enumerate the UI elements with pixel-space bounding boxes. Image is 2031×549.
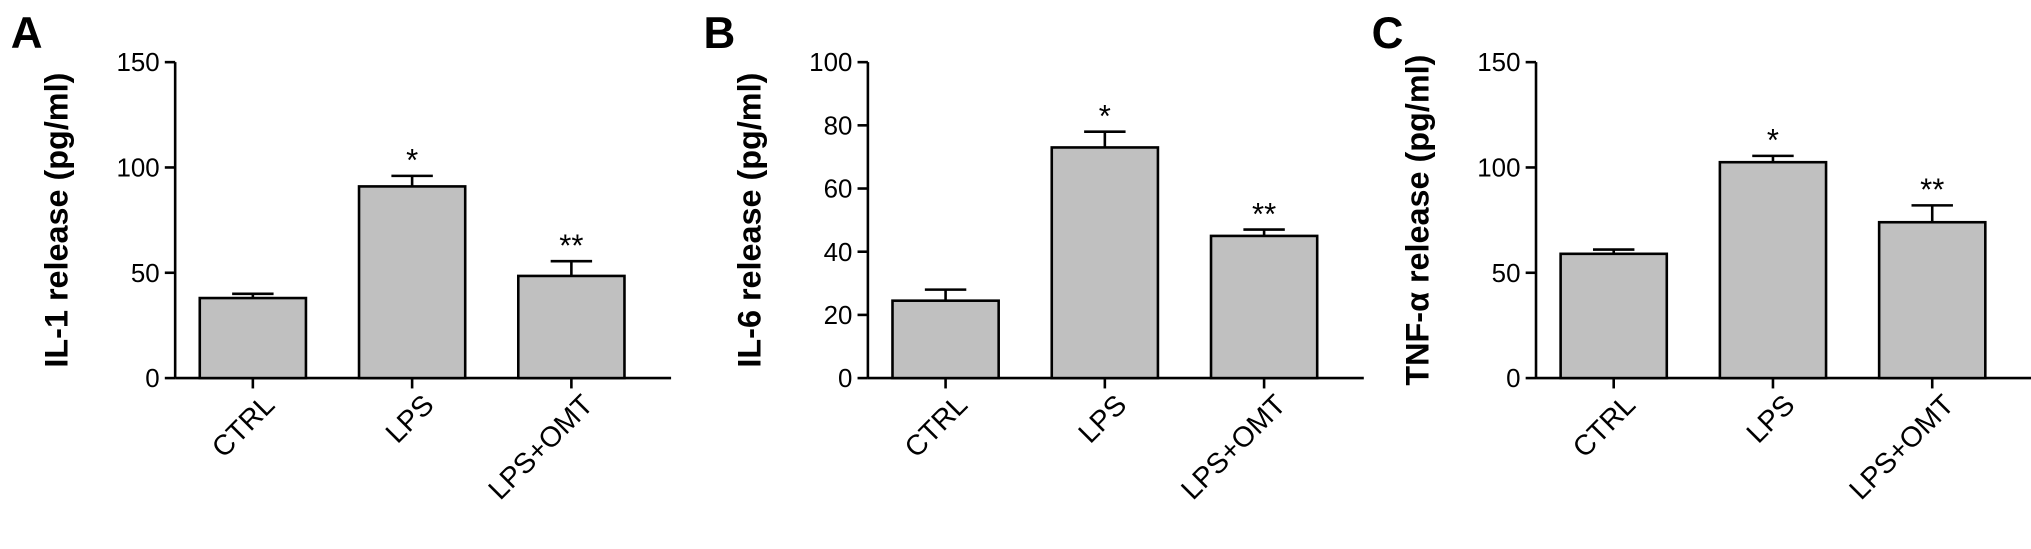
x-tick-label: LPS+OMT	[1175, 389, 1292, 506]
x-tick-label: LPS+OMT	[1843, 389, 1960, 506]
x-tick-label: CTRL	[1567, 389, 1642, 464]
bar	[198, 296, 308, 380]
x-tick-label: CTRL	[206, 389, 281, 464]
panel-label: C	[1372, 9, 1404, 58]
y-tick-label: 150	[1477, 49, 1520, 77]
significance-mark: **	[559, 228, 583, 263]
y-tick-label: 20	[824, 302, 853, 330]
x-tick-label: LPS	[380, 389, 441, 450]
significance-mark: *	[406, 143, 418, 178]
y-tick-label: 0	[145, 365, 159, 393]
y-tick-label: 40	[824, 239, 853, 267]
y-axis-label: TNF-α release (pg/ml)	[1400, 55, 1436, 386]
panel-label: B	[703, 9, 735, 58]
bar	[1718, 160, 1828, 380]
bar	[357, 185, 467, 380]
panel-label: A	[11, 9, 43, 58]
y-tick-label: 150	[116, 49, 159, 77]
y-tick-label: 100	[809, 49, 852, 77]
y-tick-label: 0	[1506, 365, 1520, 393]
bar	[1050, 146, 1160, 380]
y-tick-label: 60	[824, 176, 853, 204]
significance-mark: *	[1099, 98, 1111, 133]
y-tick-label: 0	[838, 365, 852, 393]
y-tick-label: 50	[1492, 260, 1521, 288]
y-tick-label: 50	[131, 260, 160, 288]
y-tick-label: 80	[824, 112, 853, 140]
y-axis-label: IL-1 release (pg/ml)	[39, 73, 75, 368]
bar	[516, 274, 626, 380]
y-tick-label: 100	[1477, 155, 1520, 183]
significance-mark: **	[1920, 172, 1944, 207]
significance-mark: *	[1767, 123, 1779, 158]
bar	[1877, 220, 1987, 380]
bar	[1209, 234, 1319, 380]
significance-mark: **	[1252, 196, 1276, 231]
y-tick-label: 100	[116, 155, 159, 183]
x-tick-label: LPS	[1072, 389, 1133, 450]
x-tick-label: CTRL	[899, 389, 974, 464]
bar	[891, 299, 1000, 380]
x-tick-label: LPS+OMT	[482, 389, 599, 506]
y-axis-label: IL-6 release (pg/ml)	[731, 73, 767, 368]
x-tick-label: LPS	[1741, 389, 1802, 450]
bar	[1559, 252, 1669, 380]
